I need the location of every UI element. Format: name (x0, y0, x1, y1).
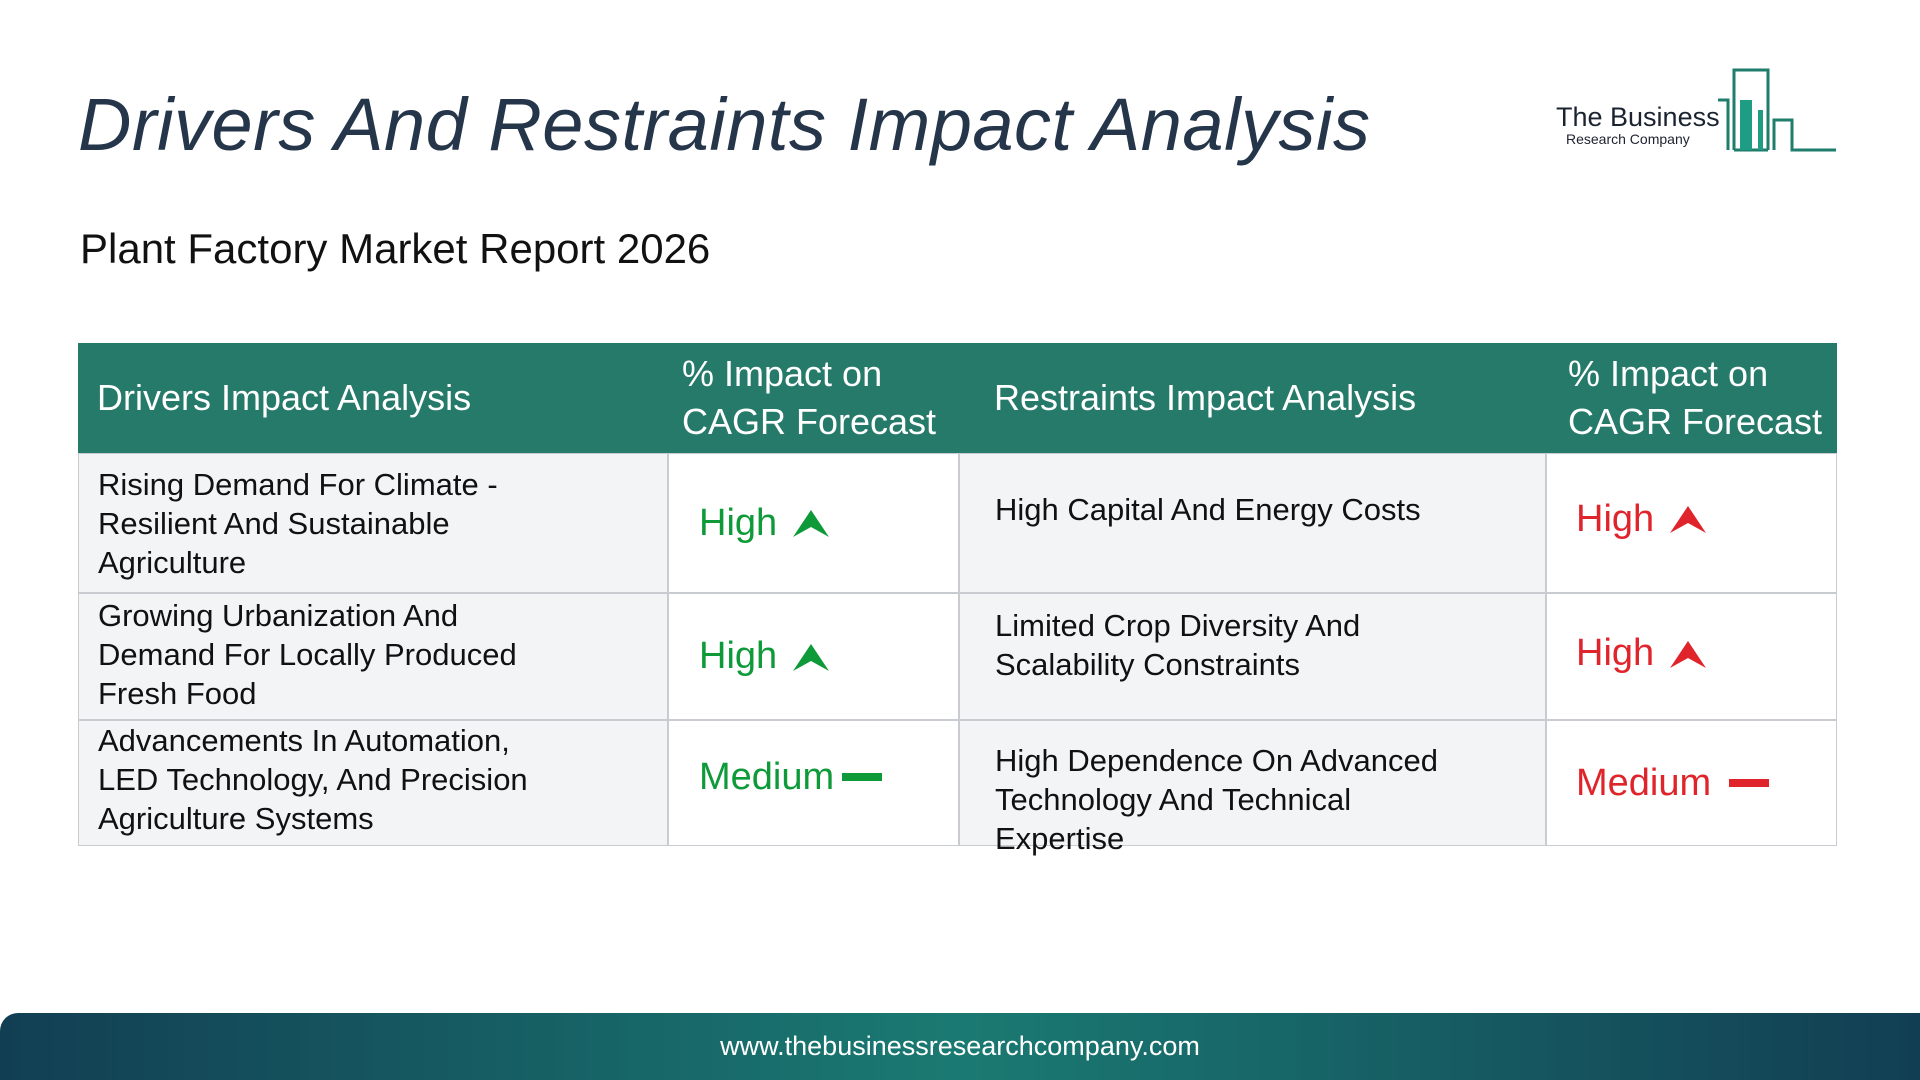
dash-icon (1729, 779, 1770, 787)
column-divider (667, 453, 669, 846)
table-row-driver: Advancements In Automation, LED Technolo… (78, 720, 668, 846)
page-subtitle: Plant Factory Market Report 2026 (80, 225, 711, 272)
restraint-text-line: Expertise (995, 821, 1125, 856)
company-logo: The Business Research Company (1550, 60, 1840, 160)
driver-text-line: LED Technology, And Precision (98, 762, 528, 797)
driver-text-line: Advancements In Automation, (98, 723, 510, 758)
header-restraints-impact-line2: CAGR Forecast (1568, 401, 1823, 442)
restraint-text-line: Technology And Technical (995, 782, 1352, 817)
dash-icon (842, 773, 883, 781)
page-title: Drivers And Restraints Impact Analysis (78, 83, 1371, 166)
header-restraints-impact-line1: % Impact on (1568, 353, 1769, 394)
driver-impact-value: High (699, 635, 778, 677)
table-row-restraint: High Dependence On Advanced Technology A… (959, 720, 1546, 856)
header-restraints: Restraints Impact Analysis (959, 343, 1546, 453)
restraint-impact-value: Medium (1576, 761, 1712, 804)
header-drivers-impact: % Impact on CAGR Forecast (668, 343, 959, 453)
driver-impact-cell: High (668, 453, 959, 593)
driver-text-line: Demand For Locally Produced (98, 637, 517, 672)
column-divider (958, 453, 960, 846)
up-arrow-icon (793, 643, 830, 671)
restraint-text-line: Scalability Constraints (995, 647, 1300, 682)
driver-text-line: Resilient And Sustainable (98, 506, 450, 541)
driver-text-line: Fresh Food (98, 676, 257, 711)
header-drivers-impact-line1: % Impact on (682, 353, 883, 394)
column-divider (1545, 453, 1547, 846)
restraint-text-line: High Capital And Energy Costs (995, 492, 1421, 527)
driver-text-line: Rising Demand For Climate - (98, 467, 498, 502)
up-arrow-icon (1670, 640, 1707, 668)
footer-bar: www.thebusinessresearchcompany.com (0, 1013, 1920, 1080)
header-drivers-label: Drivers Impact Analysis (97, 377, 472, 418)
table-row-driver: Rising Demand For Climate - Resilient An… (78, 453, 668, 593)
driver-text-line: Agriculture Systems (98, 801, 374, 836)
driver-impact-value: Medium (699, 755, 835, 798)
restraint-impact-cell: Medium (1546, 720, 1837, 846)
restraint-impact-cell: High (1546, 453, 1837, 593)
header-drivers-impact-line2: CAGR Forecast (682, 401, 937, 442)
footer-url[interactable]: www.thebusinessresearchcompany.com (720, 1031, 1200, 1061)
driver-impact-cell: High (668, 593, 959, 720)
driver-impact-cell: Medium (668, 720, 959, 846)
restraint-text-line: High Dependence On Advanced (995, 743, 1438, 778)
driver-impact-value: High (699, 501, 778, 544)
restraint-impact-cell: High (1546, 593, 1837, 720)
restraint-text-line: Limited Crop Diversity And (995, 608, 1361, 643)
impact-table: Drivers Impact Analysis % Impact on CAGR… (78, 343, 1837, 856)
driver-text-line: Agriculture (98, 545, 247, 580)
header-restraints-label: Restraints Impact Analysis (994, 377, 1417, 418)
driver-text-line: Growing Urbanization And (98, 598, 459, 633)
header-drivers: Drivers Impact Analysis (78, 343, 668, 453)
table-row-driver: Growing Urbanization And Demand For Loca… (78, 593, 668, 720)
restraint-impact-value: High (1576, 497, 1655, 540)
table-row-restraint: High Capital And Energy Costs (959, 453, 1546, 593)
up-arrow-icon (1670, 506, 1707, 533)
buildings-logo-icon (1718, 68, 1836, 152)
restraint-impact-value: High (1576, 632, 1655, 674)
up-arrow-icon (793, 510, 830, 537)
logo-text-main: The Business (1556, 102, 1720, 132)
logo-text-sub: Research Company (1566, 131, 1690, 147)
header-restraints-impact: % Impact on CAGR Forecast (1546, 343, 1837, 453)
table-row-restraint: Limited Crop Diversity And Scalability C… (959, 593, 1546, 720)
